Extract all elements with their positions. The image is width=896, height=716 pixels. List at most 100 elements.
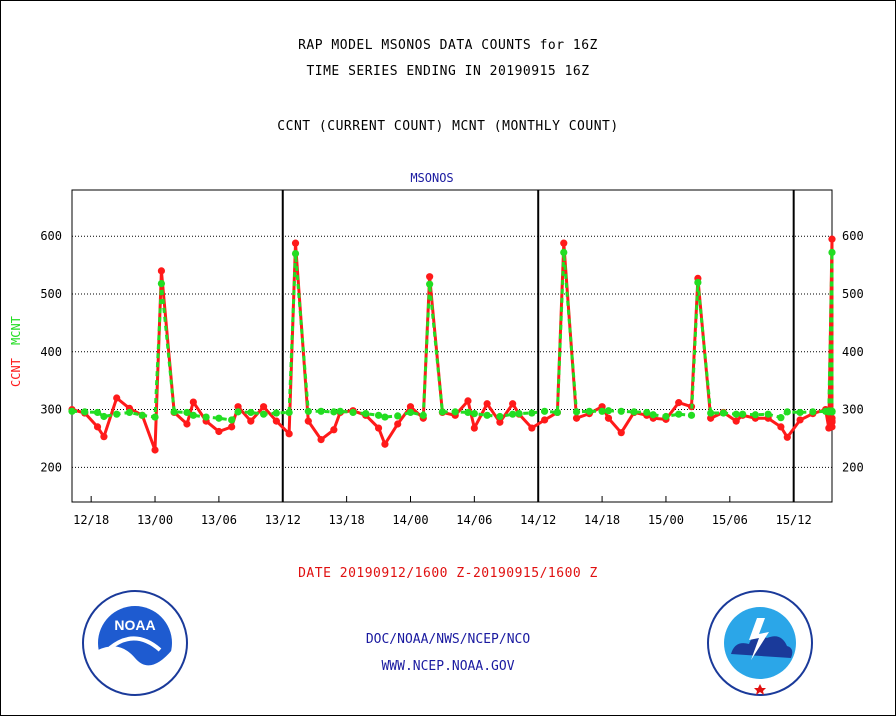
point-mcnt	[183, 408, 191, 417]
x-tick-label: 13/18	[329, 513, 365, 527]
point-ccnt	[426, 273, 434, 281]
point-mcnt	[125, 408, 134, 417]
noaa-logo: NOAA	[82, 590, 188, 696]
point-ccnt	[228, 423, 236, 431]
x-tick-label: 13/12	[265, 513, 301, 527]
point-mcnt	[649, 411, 657, 419]
point-mcnt	[707, 409, 715, 417]
point-mcnt	[764, 410, 772, 418]
point-ccnt	[272, 417, 280, 425]
point-mcnt	[100, 412, 108, 421]
point-ccnt	[783, 433, 791, 441]
y-axis-label-ccnt: CCNT	[9, 358, 23, 387]
point-ccnt	[189, 398, 197, 406]
point-mcnt	[426, 280, 434, 288]
point-mcnt	[809, 408, 817, 416]
x-tick-label: 13/00	[137, 513, 173, 527]
point-mcnt	[406, 408, 415, 417]
point-mcnt	[81, 408, 89, 416]
point-mcnt	[732, 410, 740, 418]
date-range: DATE 20190912/1600 Z-20190915/1600 Z	[298, 566, 598, 581]
x-tick-label: 14/06	[456, 513, 492, 527]
point-mcnt	[419, 411, 427, 419]
point-ccnt	[317, 436, 325, 444]
point-mcnt	[189, 411, 197, 419]
y-axis-label-mcnt: MCNT	[9, 316, 23, 345]
point-mcnt	[643, 408, 651, 417]
point-mcnt	[541, 407, 549, 415]
point-ccnt	[483, 400, 491, 408]
point-ccnt	[707, 414, 715, 422]
point-mcnt	[438, 408, 447, 416]
point-mcnt	[215, 414, 223, 422]
point-mcnt	[317, 407, 325, 415]
point-mcnt	[694, 278, 702, 287]
point-mcnt	[553, 408, 561, 417]
x-tick-label: 14/00	[392, 513, 428, 527]
y-tick-label-right: 400	[842, 345, 864, 359]
point-ccnt	[100, 433, 108, 441]
point-ccnt	[374, 424, 383, 432]
point-ccnt	[304, 417, 312, 425]
point-mcnt	[362, 410, 370, 418]
point-ccnt	[381, 440, 389, 448]
point-mcnt	[336, 407, 344, 415]
point-ccnt	[394, 420, 402, 428]
url-link[interactable]: WWW.NCEP.NOAA.GOV	[381, 659, 515, 674]
y-tick-label-right: 500	[842, 287, 864, 301]
point-mcnt	[272, 409, 280, 417]
point-ccnt	[732, 417, 740, 425]
point-mcnt	[496, 412, 504, 421]
org-text: DOC/NOAA/NWS/NCEP/NCO	[365, 632, 531, 647]
point-mcnt	[783, 408, 791, 416]
point-mcnt	[228, 416, 236, 424]
point-ccnt	[113, 394, 121, 402]
point-mcnt	[451, 408, 459, 416]
chart-title-line1: RAP MODEL MSONOS DATA COUNTS for 16Z	[298, 38, 598, 53]
point-mcnt	[285, 408, 293, 417]
point-ccnt	[509, 400, 517, 408]
point-mcnt	[630, 408, 638, 416]
point-mcnt	[572, 408, 581, 416]
point-ccnt	[285, 430, 293, 438]
noaa-logo-text: NOAA	[114, 617, 155, 633]
point-mcnt	[470, 410, 478, 418]
point-mcnt	[719, 409, 728, 417]
point-mcnt	[330, 408, 338, 416]
point-mcnt	[304, 407, 312, 415]
point-mcnt	[662, 412, 670, 421]
point-mcnt	[202, 413, 210, 421]
point-mcnt	[170, 408, 178, 416]
plot-frame	[71, 189, 833, 503]
point-mcnt	[259, 410, 268, 418]
point-mcnt	[738, 410, 747, 418]
nws-logo	[707, 590, 813, 696]
point-mcnt	[560, 248, 568, 256]
point-mcnt	[528, 409, 536, 417]
point-ccnt	[828, 235, 836, 243]
point-mcnt	[151, 413, 159, 421]
point-ccnt	[528, 424, 536, 432]
point-mcnt	[234, 408, 242, 416]
point-mcnt	[291, 249, 300, 258]
point-ccnt	[157, 267, 166, 275]
point-mcnt	[751, 411, 759, 419]
x-tick-label: 15/00	[648, 513, 684, 527]
point-ccnt	[828, 417, 836, 425]
y-tick-label-right: 300	[842, 403, 864, 417]
point-ccnt	[796, 416, 804, 424]
point-mcnt	[509, 410, 517, 418]
point-mcnt	[585, 407, 593, 415]
point-mcnt	[374, 411, 383, 419]
point-mcnt	[483, 411, 491, 419]
point-ccnt	[151, 446, 159, 454]
point-mcnt	[687, 411, 696, 419]
point-mcnt	[828, 408, 836, 416]
point-mcnt	[515, 410, 523, 418]
point-ccnt	[406, 403, 415, 411]
point-mcnt	[675, 410, 683, 418]
point-ccnt	[215, 427, 223, 436]
point-mcnt	[796, 408, 804, 417]
plot-title: MSONOS	[410, 171, 453, 185]
x-tick-label: 13/06	[201, 513, 237, 527]
